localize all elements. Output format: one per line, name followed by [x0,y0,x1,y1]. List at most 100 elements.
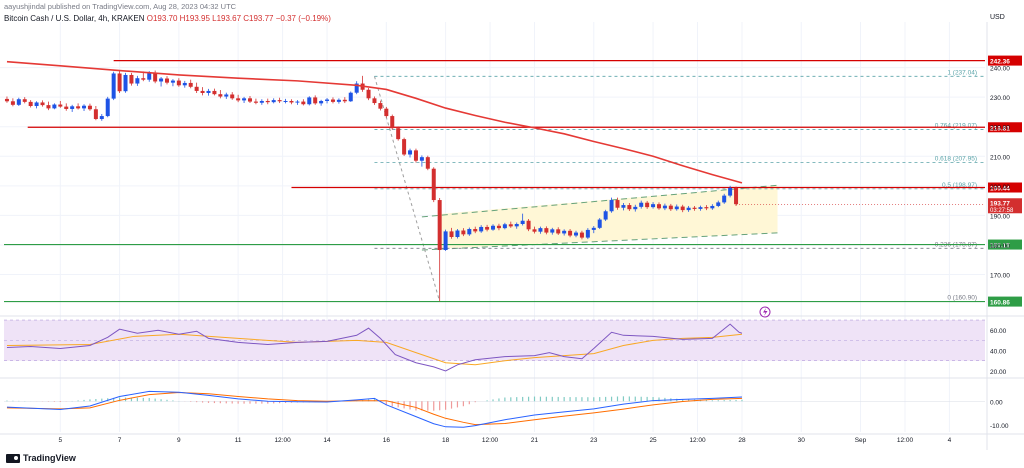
candle-up [538,228,543,232]
macd-line [6,390,742,428]
candle-down [141,78,146,80]
price-channel [421,184,778,251]
time-tick-label: 23 [590,437,598,444]
publish-caption: aayushjindal published on TradingView.co… [4,2,237,11]
channel-fill [439,185,778,249]
candle-up [105,98,110,117]
candle-down [544,228,549,233]
chart-header: aayushjindal published on TradingView.co… [0,0,1024,23]
price-tick-label: 180.00 [990,243,1010,250]
candle-down [390,116,395,129]
candle-up [591,227,596,230]
candle-up [354,83,359,93]
price-tick-label: 170.00 [990,273,1010,280]
price-tick-label: 240.00 [990,66,1010,73]
candle-down [188,82,193,87]
candle-up [170,80,175,83]
footer-bar: TradingView [0,450,1024,468]
bar-countdown: 03:27:58 [990,208,1014,214]
candle-up [674,206,679,210]
time-tick-label: 4 [948,437,952,444]
macd-tick-label: -10.00 [990,423,1009,430]
candle-down [532,229,537,232]
tradingview-logo-icon [6,453,20,463]
time-tick-label: 30 [798,437,806,444]
time-tick-label: 7 [118,437,122,444]
candle-down [396,128,401,140]
candle-down [117,73,122,92]
lightning-icon[interactable] [759,306,771,318]
time-tick-label: 21 [531,437,539,444]
candle-down [10,101,15,105]
rsi-tick-label: 20.00 [990,369,1007,376]
candle-up [716,202,721,206]
candle-down [342,99,347,102]
candle-down [4,98,9,102]
time-tick-label: 11 [235,437,242,444]
currency-label: USD [990,14,1005,21]
candlesticks [4,70,739,302]
fib-level-label: 0.764 (219.07) [935,122,977,129]
candle-up [479,226,484,232]
candle-down [64,106,69,109]
candle-down [218,94,223,97]
resistance-price-tag [988,122,1022,133]
candle-down [568,230,573,236]
candle-down [402,139,407,155]
price-tick-label: 190.00 [990,213,1010,220]
rsi-tick-label: 40.00 [990,349,1007,356]
candle-up [550,229,555,233]
candle-up [283,100,288,102]
axes: 170.00180.00190.00200.00210.00220.00230.… [58,66,1010,444]
candle-down [449,231,454,238]
candle-down [313,97,318,104]
price-tick-label: 220.00 [990,125,1010,132]
candle-up [443,231,448,251]
horizontal-levels: 242.36 219.81 199.44 180.15 160.86 [4,55,1022,307]
candle-up [224,94,229,97]
candle-down [425,157,430,169]
candle-down [22,99,27,102]
candle-up [662,205,667,209]
resistance-price-tag [988,55,1022,66]
candle-up [111,73,116,99]
candle-up [491,225,496,230]
rsi-line [6,323,743,372]
support-price-tag [988,239,1022,250]
candle-up [34,102,39,107]
candle-down [289,100,294,103]
candle-down [277,100,282,102]
candle-down [378,103,383,109]
candle-up [16,99,21,105]
time-tick-label: 12:00 [482,437,499,444]
candle-down [431,168,436,201]
rsi-band [4,320,985,361]
candle-down [230,94,235,99]
time-tick-label: Sep [855,437,867,444]
candle-down [556,229,561,234]
candle-down [253,101,258,103]
candle-up [307,97,312,105]
time-tick-label: 9 [177,437,181,444]
candle-up [259,100,264,103]
time-tick-label: 12:00 [897,437,914,444]
candle-up [147,73,152,80]
candle-down [247,98,252,102]
candle-down [87,105,92,110]
time-tick-label: 12:00 [274,437,291,444]
candle-up [419,157,424,161]
candle-up [82,105,87,109]
resistance-price-value: 219.81 [990,125,1010,132]
ohlc-values: O193.70 H193.95 L193.67 C193.77 −0.37 (−… [146,14,331,23]
candle-up [319,100,324,104]
candle-up [597,219,602,228]
candle-down [734,187,739,205]
candle-up [70,106,75,109]
candle-down [526,220,531,230]
tradingview-brand[interactable]: TradingView [6,453,76,463]
candle-down [656,204,661,209]
candle-up [728,187,733,196]
candle-up [574,232,579,236]
candle-down [366,89,371,99]
